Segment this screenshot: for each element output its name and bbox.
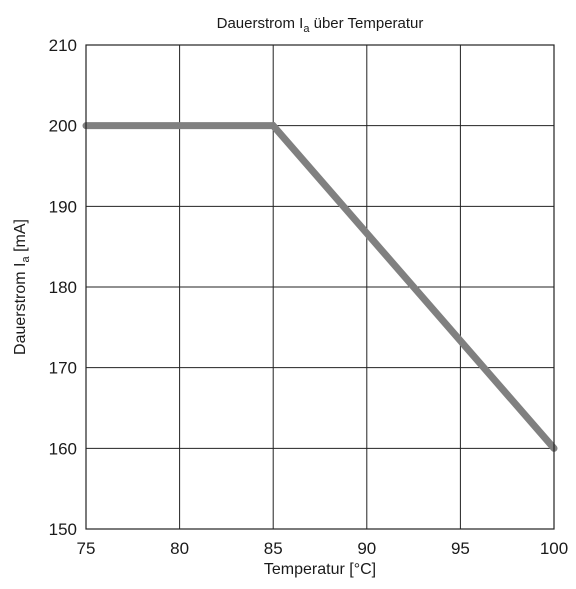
x-tick-labels: 75 80 85 90 95 100 (77, 539, 569, 558)
x-tick-label: 80 (170, 539, 189, 558)
x-tick-label: 95 (451, 539, 470, 558)
plot-frame (85, 44, 555, 530)
x-tick-label: 85 (264, 539, 283, 558)
x-tick-label: 75 (77, 539, 96, 558)
x-axis-label: Temperatur [°C] (264, 561, 376, 578)
x-tick-label: 90 (357, 539, 376, 558)
y-tick-label: 170 (49, 359, 77, 378)
y-tick-label: 210 (49, 36, 77, 55)
y-tick-label: 180 (49, 278, 77, 297)
grid-lines (85, 44, 555, 530)
y-tick-label: 160 (49, 439, 77, 458)
y-tick-label: 150 (49, 520, 77, 539)
y-tick-labels: 150 160 170 180 190 200 210 (49, 36, 77, 539)
y-axis-label: Dauerstrom Ia [mA] (12, 219, 32, 355)
y-tick-label: 190 (49, 197, 77, 216)
y-tick-label: 200 (49, 117, 77, 136)
chart-title: Dauerstrom Ia über Temperatur (217, 15, 424, 35)
x-tick-label: 100 (540, 539, 568, 558)
